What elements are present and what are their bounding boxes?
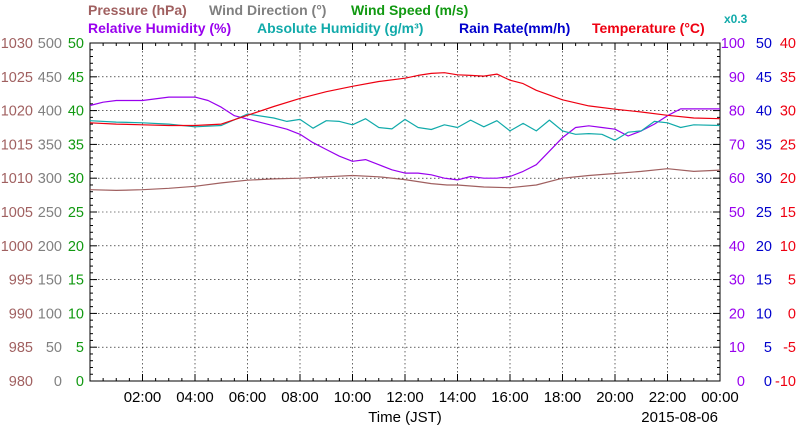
x-tick-label: 18:00: [544, 389, 582, 406]
rain-rate-tick-label: 35: [756, 137, 772, 153]
temperature-tick-label: 20: [780, 171, 796, 187]
pressure-tick-label: 1000: [1, 239, 33, 255]
legend-rain-rate: Rain Rate(mm/h): [459, 20, 571, 36]
series-line-temperature: [89, 72, 721, 127]
x-tick-label: 20:00: [596, 389, 634, 406]
wind-speed-tick-label: 15: [68, 273, 84, 289]
legend-absolute-humidity: Absolute Humidity (g/m³): [257, 20, 424, 36]
series-lines: [89, 72, 721, 191]
wind-direction-tick-label: 50: [46, 340, 62, 356]
rain-rate-tick-label: 0: [764, 374, 772, 390]
pressure-tick-label: 990: [9, 306, 33, 322]
pressure-tick-label: 995: [9, 273, 33, 289]
pressure-tick-label: 980: [9, 374, 33, 390]
x-tick-label: 02:00: [124, 389, 162, 406]
rain-rate-tick-label: 40: [756, 104, 772, 120]
temperature-tick-label: 30: [780, 104, 796, 120]
rain-rate-tick-label: 10: [756, 306, 772, 322]
wind-direction-tick-label: 400: [38, 104, 62, 120]
x-tick-label: 10:00: [334, 389, 372, 406]
rain-rate-tick-label: 50: [756, 36, 772, 52]
x-tick-label: 22:00: [649, 389, 687, 406]
pressure-tick-label: 1010: [1, 171, 33, 187]
relative-humidity-tick-label: 40: [729, 239, 745, 255]
relative-humidity-tick-label: 10: [729, 340, 745, 356]
legend-temperature: Temperature (°C): [592, 20, 705, 36]
legend-wind-speed: Wind Speed (m/s): [351, 2, 469, 18]
wind-speed-tick-label: 20: [68, 239, 84, 255]
rain-rate-tick-label: 25: [756, 205, 772, 221]
wind-direction-tick-label: 500: [38, 36, 62, 52]
pressure-tick-label: 1025: [1, 70, 33, 86]
series-line-relative-humidity: [89, 96, 720, 181]
x-tick-label: 00:00: [701, 389, 739, 406]
relative-humidity-tick-label: 50: [729, 205, 745, 221]
x-axis-label: Time (JST): [368, 409, 442, 426]
pressure-tick-label: 985: [9, 340, 33, 356]
legend-rain-multiplier: x0.3: [724, 12, 748, 26]
rain-rate-tick-label: 20: [756, 239, 772, 255]
relative-humidity-tick-label: 80: [729, 104, 745, 120]
temperature-tick-label: -10: [775, 374, 796, 390]
wind-speed-tick-label: 45: [68, 70, 84, 86]
legend-relative-humidity: Relative Humidity (%): [88, 20, 232, 36]
x-tick-label: 12:00: [386, 389, 424, 406]
relative-humidity-tick-label: 70: [729, 137, 745, 153]
tick-marks: [89, 42, 721, 382]
tick-labels: 02:00 04:00 06:00 08:00 10:00 12:00 14:00 16:00…: [1, 36, 796, 406]
pressure-tick-label: 1020: [1, 104, 33, 120]
pressure-tick-label: 1015: [1, 137, 33, 153]
wind-speed-tick-label: 35: [68, 137, 84, 153]
temperature-tick-label: 35: [780, 70, 796, 86]
pressure-tick-label: 1030: [1, 36, 33, 52]
temperature-tick-label: 10: [780, 239, 796, 255]
x-tick-label: 04:00: [176, 389, 214, 406]
temperature-tick-label: 15: [780, 205, 796, 221]
wind-direction-tick-label: 250: [38, 205, 62, 221]
x-tick-label: 16:00: [491, 389, 529, 406]
temperature-tick-label: 40: [780, 36, 796, 52]
temperature-tick-label: -5: [783, 340, 796, 356]
x-tick-label: 08:00: [281, 389, 319, 406]
temperature-tick-label: 5: [788, 273, 796, 289]
x-tick-label: 14:00: [439, 389, 477, 406]
pressure-tick-label: 1005: [1, 205, 33, 221]
series-line-absolute-humidity: [89, 113, 721, 141]
wind-speed-tick-label: 50: [68, 36, 84, 52]
wind-speed-tick-label: 5: [76, 340, 84, 356]
wind-speed-tick-label: 10: [68, 306, 84, 322]
legend-wind-direction: Wind Direction (°): [209, 2, 327, 18]
rain-rate-tick-label: 45: [756, 70, 772, 86]
temperature-tick-label: 25: [780, 137, 796, 153]
wind-direction-tick-label: 450: [38, 70, 62, 86]
series-line-pressure: [89, 168, 721, 191]
rain-rate-tick-label: 15: [756, 273, 772, 289]
grid-lines: [90, 43, 720, 381]
relative-humidity-tick-label: 90: [729, 70, 745, 86]
wind-speed-tick-label: 0: [76, 374, 84, 390]
temperature-tick-label: 0: [788, 306, 796, 322]
wind-speed-tick-label: 25: [68, 205, 84, 221]
wind-direction-tick-label: 150: [38, 273, 62, 289]
wind-direction-tick-label: 200: [38, 239, 62, 255]
date-label: 2015-08-06: [641, 409, 718, 426]
wind-direction-tick-label: 100: [38, 306, 62, 322]
wind-direction-tick-label: 0: [54, 374, 62, 390]
relative-humidity-tick-label: 60: [729, 171, 745, 187]
x-tick-label: 06:00: [229, 389, 267, 406]
relative-humidity-tick-label: 20: [729, 306, 745, 322]
wind-direction-tick-label: 300: [38, 171, 62, 187]
relative-humidity-tick-label: 100: [721, 36, 745, 52]
legend-pressure: Pressure (hPa): [88, 2, 187, 18]
wind-speed-tick-label: 30: [68, 171, 84, 187]
rain-rate-tick-label: 5: [764, 340, 772, 356]
relative-humidity-tick-label: 30: [729, 273, 745, 289]
rain-rate-tick-label: 30: [756, 171, 772, 187]
wind-speed-tick-label: 40: [68, 104, 84, 120]
wind-direction-tick-label: 350: [38, 137, 62, 153]
relative-humidity-tick-label: 0: [737, 374, 745, 390]
